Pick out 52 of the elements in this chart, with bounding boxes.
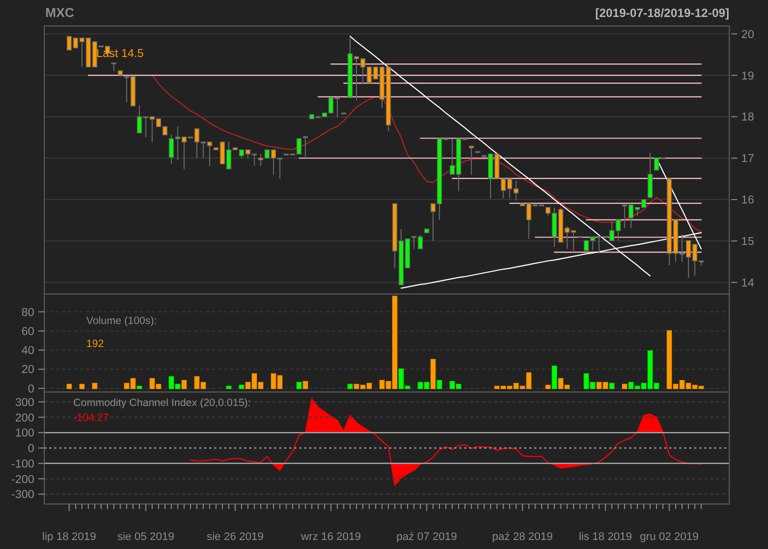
bar bbox=[79, 384, 85, 390]
y-tick-label: 200 bbox=[15, 412, 34, 424]
x-tick-label: wrz 16 2019 bbox=[300, 531, 361, 543]
annotation: -104.27 bbox=[73, 412, 110, 424]
y-tick-label: 40 bbox=[22, 345, 34, 358]
y-tick-label: 15 bbox=[741, 236, 754, 248]
bar bbox=[552, 366, 557, 390]
annotation: Last 14.5 bbox=[96, 48, 144, 60]
bar bbox=[545, 384, 551, 390]
bar bbox=[347, 384, 353, 390]
y-tick-label: 14 bbox=[741, 277, 755, 290]
y-tick-label: -200 bbox=[11, 474, 34, 486]
y-tick-label: 20 bbox=[22, 364, 34, 376]
y-tick-label: 18 bbox=[741, 112, 754, 124]
y-tick-label: 17 bbox=[741, 153, 754, 166]
y-tick-label: 80 bbox=[22, 306, 34, 319]
y-tick-label: 60 bbox=[22, 326, 34, 338]
x-tick-label: lis 18 2019 bbox=[578, 531, 632, 543]
y-tick-label: 0 bbox=[28, 443, 34, 456]
candlestick bbox=[302, 136, 308, 159]
bar bbox=[66, 384, 72, 390]
chart-title: MXC bbox=[45, 5, 75, 20]
chart-subtitle: [2019-07-18/2019-12-09] bbox=[595, 6, 730, 20]
annotation: 192 bbox=[86, 338, 104, 350]
candlestick bbox=[648, 152, 653, 198]
x-tick-label: paź 28 2019 bbox=[492, 531, 553, 543]
y-tick-label: 20 bbox=[741, 28, 754, 41]
x-tick-label: gru 02 2019 bbox=[640, 531, 699, 543]
candlestick bbox=[468, 146, 474, 176]
y-tick-label: 100 bbox=[15, 428, 34, 440]
bar bbox=[181, 380, 187, 390]
x-tick-label: sie 05 2019 bbox=[117, 531, 174, 543]
bar bbox=[296, 382, 302, 390]
bar bbox=[436, 380, 442, 390]
bar bbox=[92, 382, 98, 390]
x-tick-label: lip 18 2019 bbox=[42, 531, 96, 543]
bar bbox=[238, 384, 244, 390]
y-tick-label: 19 bbox=[741, 70, 754, 82]
bar bbox=[430, 358, 436, 390]
y-tick-label: -300 bbox=[11, 489, 34, 502]
bar bbox=[609, 382, 614, 390]
y-tick-label: -100 bbox=[11, 458, 34, 470]
x-tick-label: paź 07 2019 bbox=[396, 531, 457, 543]
annotation: Volume (100s): bbox=[86, 315, 157, 327]
annotation: Commodity Channel Index (20,0.015): bbox=[73, 397, 251, 409]
bar bbox=[622, 384, 628, 390]
y-tick-label: 300 bbox=[15, 396, 34, 409]
x-tick-label: sie 26 2019 bbox=[206, 531, 264, 543]
y-tick-label: 0 bbox=[28, 383, 34, 396]
y-tick-label: 16 bbox=[741, 194, 754, 207]
bar bbox=[302, 380, 308, 390]
line-series bbox=[152, 74, 702, 232]
